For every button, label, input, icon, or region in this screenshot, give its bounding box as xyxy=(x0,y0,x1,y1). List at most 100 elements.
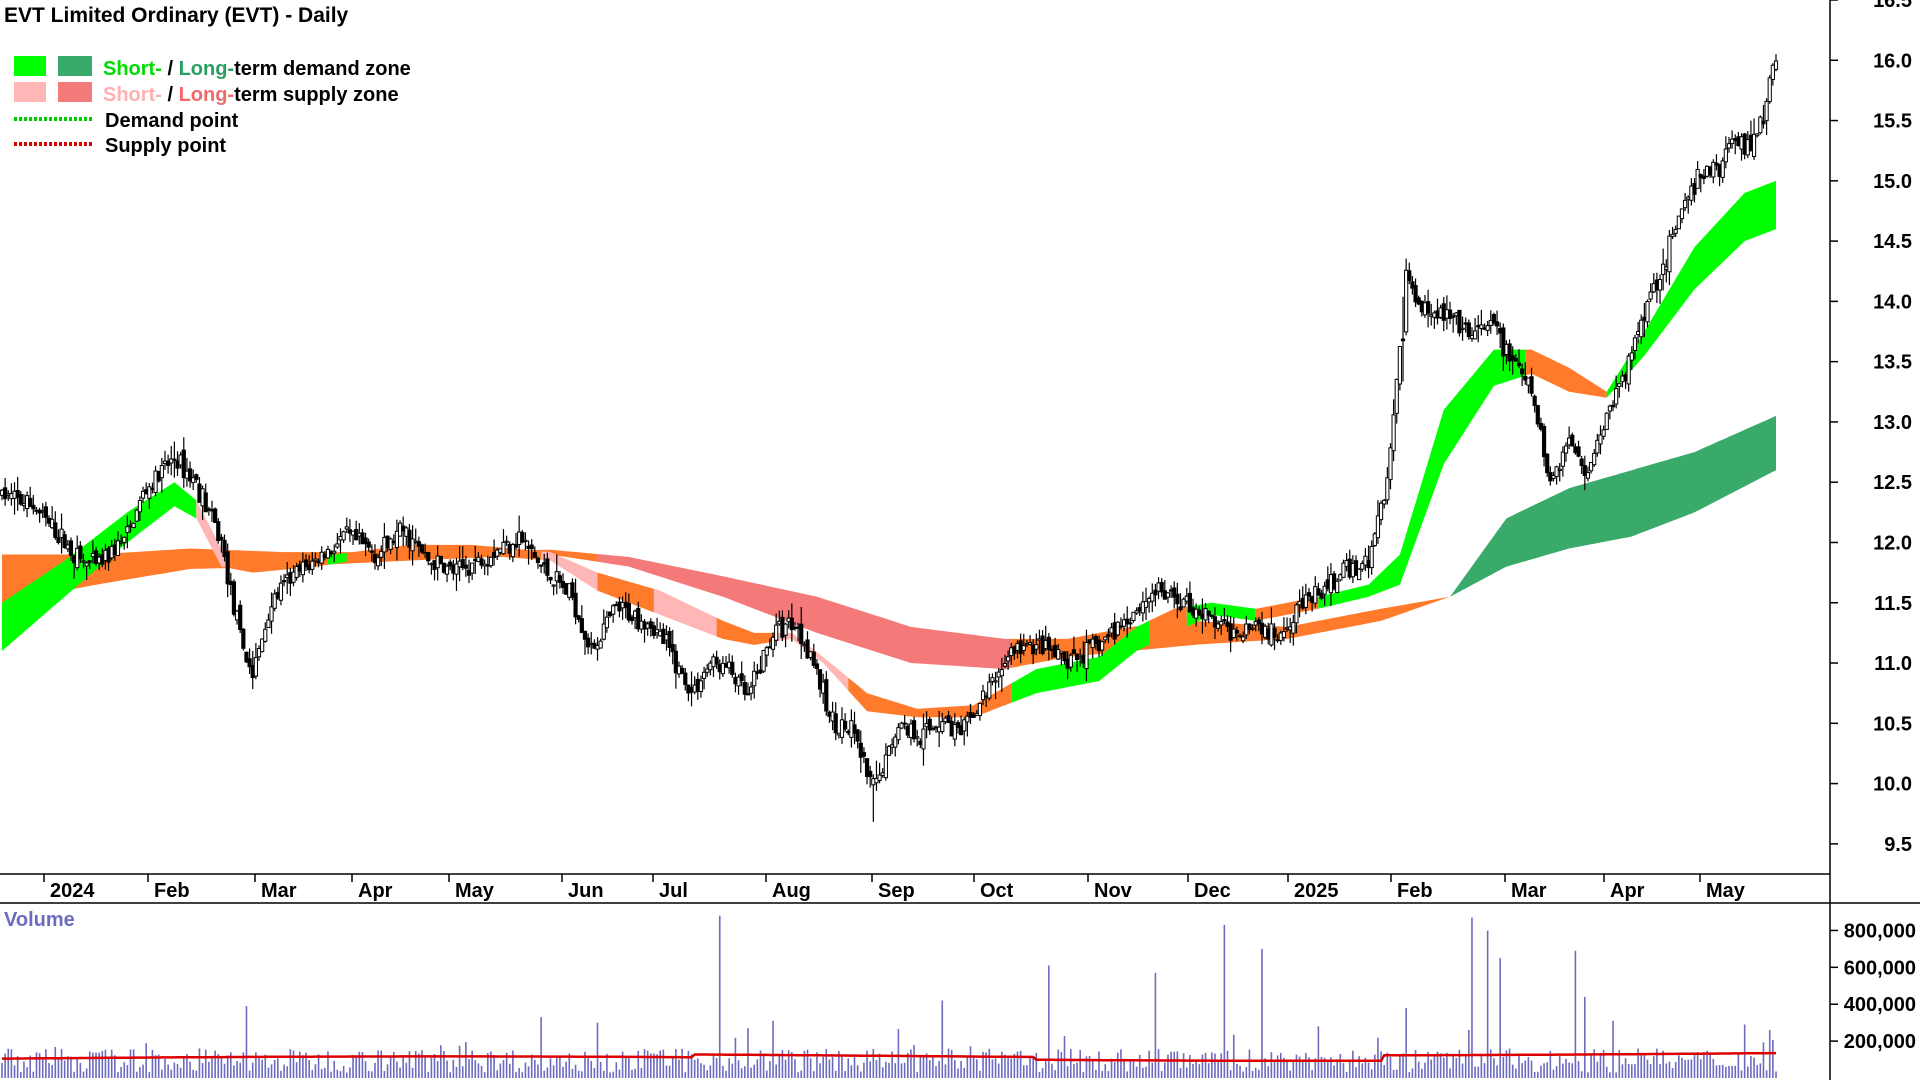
candle-body-down xyxy=(858,742,863,758)
candle-body-up xyxy=(1723,148,1728,163)
candle-body-up xyxy=(915,736,920,739)
candle-body-up xyxy=(1378,502,1384,521)
candle-body-down xyxy=(3,487,8,500)
candle xyxy=(1451,312,1456,333)
candle-body-down xyxy=(557,575,563,583)
candle xyxy=(1473,317,1478,340)
candle xyxy=(582,630,588,655)
short-term-zone-band xyxy=(716,617,773,645)
candle-body-up xyxy=(501,541,506,555)
candle xyxy=(604,610,610,633)
candle xyxy=(159,457,164,493)
candle xyxy=(1595,433,1600,457)
candle xyxy=(1626,353,1631,392)
candle xyxy=(736,674,741,695)
candle-body-down xyxy=(579,618,584,634)
candle xyxy=(770,632,776,657)
candle-body-up xyxy=(394,530,400,548)
candle-body-up xyxy=(1369,546,1374,569)
candle xyxy=(1407,262,1412,285)
candle-body-up xyxy=(1027,642,1033,645)
candle-body-down xyxy=(586,637,591,648)
candle xyxy=(535,556,541,569)
candle xyxy=(1128,617,1133,630)
candle-body-up xyxy=(122,536,127,543)
candle-body-down xyxy=(1576,446,1581,457)
legend-demand-zone: Short- / Long-term demand zone xyxy=(103,58,411,80)
candle xyxy=(28,486,33,508)
candle-body-up xyxy=(1479,324,1484,329)
candle xyxy=(1394,378,1399,424)
candle xyxy=(376,553,381,571)
candle xyxy=(824,670,829,716)
candle xyxy=(1410,275,1415,295)
volume-average-line xyxy=(2,1051,1776,1063)
candle-body-down xyxy=(1545,453,1550,474)
candle xyxy=(62,530,67,549)
candle xyxy=(137,496,143,521)
candle-body-up xyxy=(1360,563,1365,570)
candle xyxy=(169,446,174,476)
candle-body-down xyxy=(680,667,685,674)
candle xyxy=(203,483,208,513)
candle xyxy=(78,541,83,563)
candle-body-down xyxy=(1491,314,1497,324)
candle-body-up xyxy=(1215,623,1221,629)
candle-body-up xyxy=(1460,327,1465,330)
candle-body-up xyxy=(1131,611,1136,622)
candle xyxy=(1106,628,1111,644)
candle xyxy=(940,712,945,735)
candle-body-down xyxy=(247,658,252,668)
candle-body-up xyxy=(1103,636,1108,641)
candle xyxy=(238,600,243,634)
candle xyxy=(1178,593,1183,612)
candle xyxy=(388,537,393,555)
candle xyxy=(379,545,384,567)
candle xyxy=(730,655,735,678)
candle xyxy=(774,613,779,647)
candle-body-up xyxy=(523,539,528,542)
candle-body-down xyxy=(545,558,550,576)
short-term-zone-band xyxy=(1318,349,1526,609)
candle-body-down xyxy=(1413,285,1418,303)
candle xyxy=(962,717,967,746)
candle-body-up xyxy=(783,623,788,636)
chart-title: EVT Limited Ordinary (EVT) - Daily xyxy=(4,4,349,27)
candle xyxy=(1614,375,1619,409)
candle xyxy=(576,614,581,623)
candle-body-down xyxy=(53,522,58,538)
candle-body-down xyxy=(1206,610,1211,616)
candle-body-up xyxy=(159,465,164,479)
candle-body-down xyxy=(855,729,860,742)
candle-body-down xyxy=(1212,616,1218,628)
candle xyxy=(667,627,672,657)
candle-body-up xyxy=(1084,642,1089,670)
candle-body-up xyxy=(1598,434,1603,445)
candle xyxy=(1585,466,1591,482)
candle xyxy=(1701,168,1707,185)
candle xyxy=(3,478,8,506)
candle-body-up xyxy=(1751,133,1757,158)
candle xyxy=(1447,301,1453,325)
candle xyxy=(1071,636,1077,655)
candle xyxy=(1751,118,1757,161)
price-panel xyxy=(0,54,1779,822)
candle xyxy=(335,532,340,549)
candle-body-down xyxy=(15,490,20,498)
candle xyxy=(551,584,556,596)
candle-body-down xyxy=(1451,315,1456,318)
candle xyxy=(1062,651,1067,665)
candle-body-down xyxy=(181,449,186,479)
short-term-zone-band xyxy=(773,632,849,691)
date-axis: 2024 Feb Mar Apr May Jun Jul Aug Sep Oct Nov Dec 202… xyxy=(43,874,1746,902)
candle xyxy=(281,573,287,587)
candle-body-down xyxy=(673,650,678,674)
candle xyxy=(1667,230,1672,286)
candle-body-down xyxy=(1353,560,1359,576)
candle-body-down xyxy=(1529,376,1534,394)
candle xyxy=(1494,310,1500,336)
candle xyxy=(510,542,515,563)
date-tick-label: Nov xyxy=(1094,880,1133,902)
candle xyxy=(1692,178,1697,203)
candle xyxy=(1034,633,1039,656)
